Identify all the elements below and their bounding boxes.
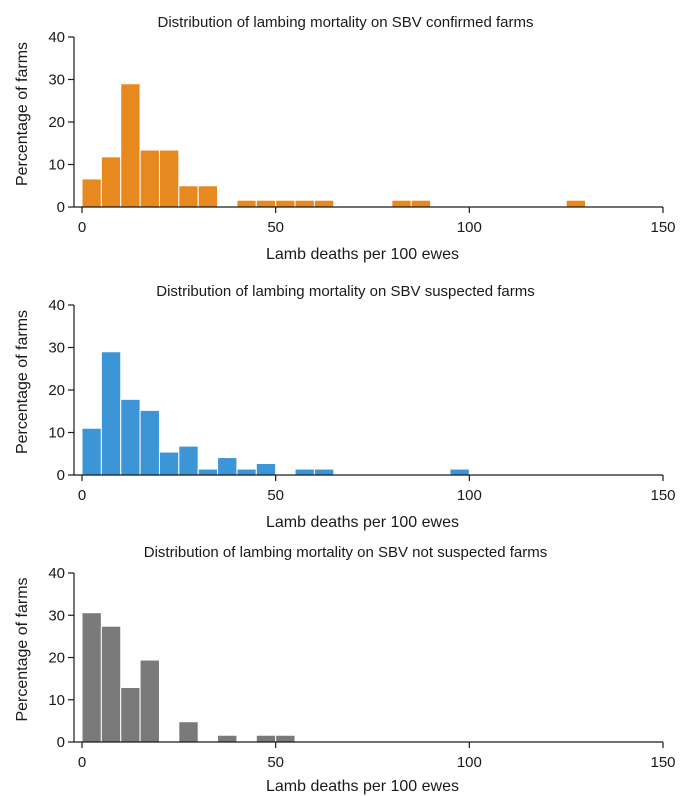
chart-title: Distribution of lambing mortality on SBV… — [156, 283, 535, 300]
x-tick-label: 150 — [650, 754, 675, 771]
histogram-bar — [275, 734, 296, 743]
histogram-bar — [120, 398, 141, 476]
histogram-bar — [158, 149, 180, 208]
y-tick-label: 20 — [48, 650, 65, 667]
x-tick-label: 100 — [457, 754, 482, 771]
histogram-bar — [294, 199, 315, 208]
x-tick-label: 0 — [78, 219, 86, 236]
histogram-bar — [139, 149, 160, 208]
histogram-bar — [139, 659, 160, 743]
x-tick-label: 100 — [457, 219, 482, 236]
histogram-bar — [565, 199, 587, 208]
x-axis-label: Lamb deaths per 100 ewes — [266, 514, 459, 531]
histogram-bar — [197, 468, 219, 476]
histogram-bar — [217, 457, 238, 476]
y-axis-label: Percentage of farms — [14, 577, 31, 721]
histogram-bar — [158, 451, 180, 476]
x-tick-label: 50 — [267, 487, 284, 504]
histogram-bar — [120, 686, 141, 743]
y-tick-label: 0 — [57, 734, 65, 751]
y-tick-label: 40 — [48, 297, 65, 314]
chart-title: Distribution of lambing mortality on SBV… — [158, 14, 534, 31]
histogram-bar — [255, 734, 277, 743]
x-tick-label: 0 — [78, 487, 86, 504]
y-tick-label: 30 — [48, 607, 65, 624]
x-tick-label: 50 — [267, 219, 284, 236]
y-tick-label: 10 — [48, 157, 65, 174]
y-tick-label: 40 — [48, 565, 65, 582]
y-tick-label: 40 — [48, 29, 65, 46]
histogram-bar — [100, 156, 122, 208]
histogram-bar — [391, 199, 412, 208]
histogram-bar — [178, 185, 199, 208]
histogram-bar — [236, 199, 257, 208]
histogram-bar — [449, 468, 470, 476]
histogram-bar — [81, 427, 102, 476]
y-tick-label: 0 — [57, 199, 65, 216]
y-axis-label: Percentage of farms — [14, 42, 31, 186]
histogram-bar — [294, 468, 315, 476]
histogram-bar — [255, 199, 277, 208]
x-tick-label: 150 — [650, 487, 675, 504]
histogram-bar — [100, 351, 122, 476]
histogram-bar — [178, 721, 199, 743]
histogram-bar — [178, 445, 199, 476]
x-tick-label: 150 — [650, 219, 675, 236]
histogram-bar — [217, 734, 238, 743]
histogram-bar — [255, 463, 277, 476]
panel-not-suspected-farms: Distribution of lambing mortality on SBV… — [14, 544, 676, 795]
histogram-bar — [313, 468, 335, 476]
histogram-bar — [81, 178, 102, 208]
histogram-bar — [410, 199, 432, 208]
y-tick-label: 20 — [48, 114, 65, 131]
y-tick-label: 30 — [48, 340, 65, 357]
y-axis-label: Percentage of farms — [14, 310, 31, 454]
panel-suspected-farms: Distribution of lambing mortality on SBV… — [14, 283, 676, 531]
x-tick-label: 50 — [267, 754, 284, 771]
y-tick-label: 20 — [48, 382, 65, 399]
histogram-bar — [139, 409, 160, 476]
chart-title: Distribution of lambing mortality on SBV… — [144, 544, 548, 561]
x-tick-label: 100 — [457, 487, 482, 504]
histogram-bar — [120, 83, 141, 208]
histogram-bar — [81, 612, 102, 743]
y-tick-label: 10 — [48, 692, 65, 709]
y-tick-label: 0 — [57, 467, 65, 484]
x-tick-label: 0 — [78, 754, 86, 771]
y-tick-label: 30 — [48, 72, 65, 89]
y-tick-label: 10 — [48, 425, 65, 442]
x-axis-label: Lamb deaths per 100 ewes — [266, 246, 459, 263]
histogram-bar — [236, 468, 257, 476]
x-axis-label: Lamb deaths per 100 ewes — [266, 778, 459, 795]
histogram-bar — [100, 625, 122, 743]
histogram-bar — [275, 199, 296, 208]
histogram-bar — [313, 199, 335, 208]
histogram-bar — [197, 185, 219, 208]
panel-confirmed-farms: Distribution of lambing mortality on SBV… — [14, 14, 676, 263]
